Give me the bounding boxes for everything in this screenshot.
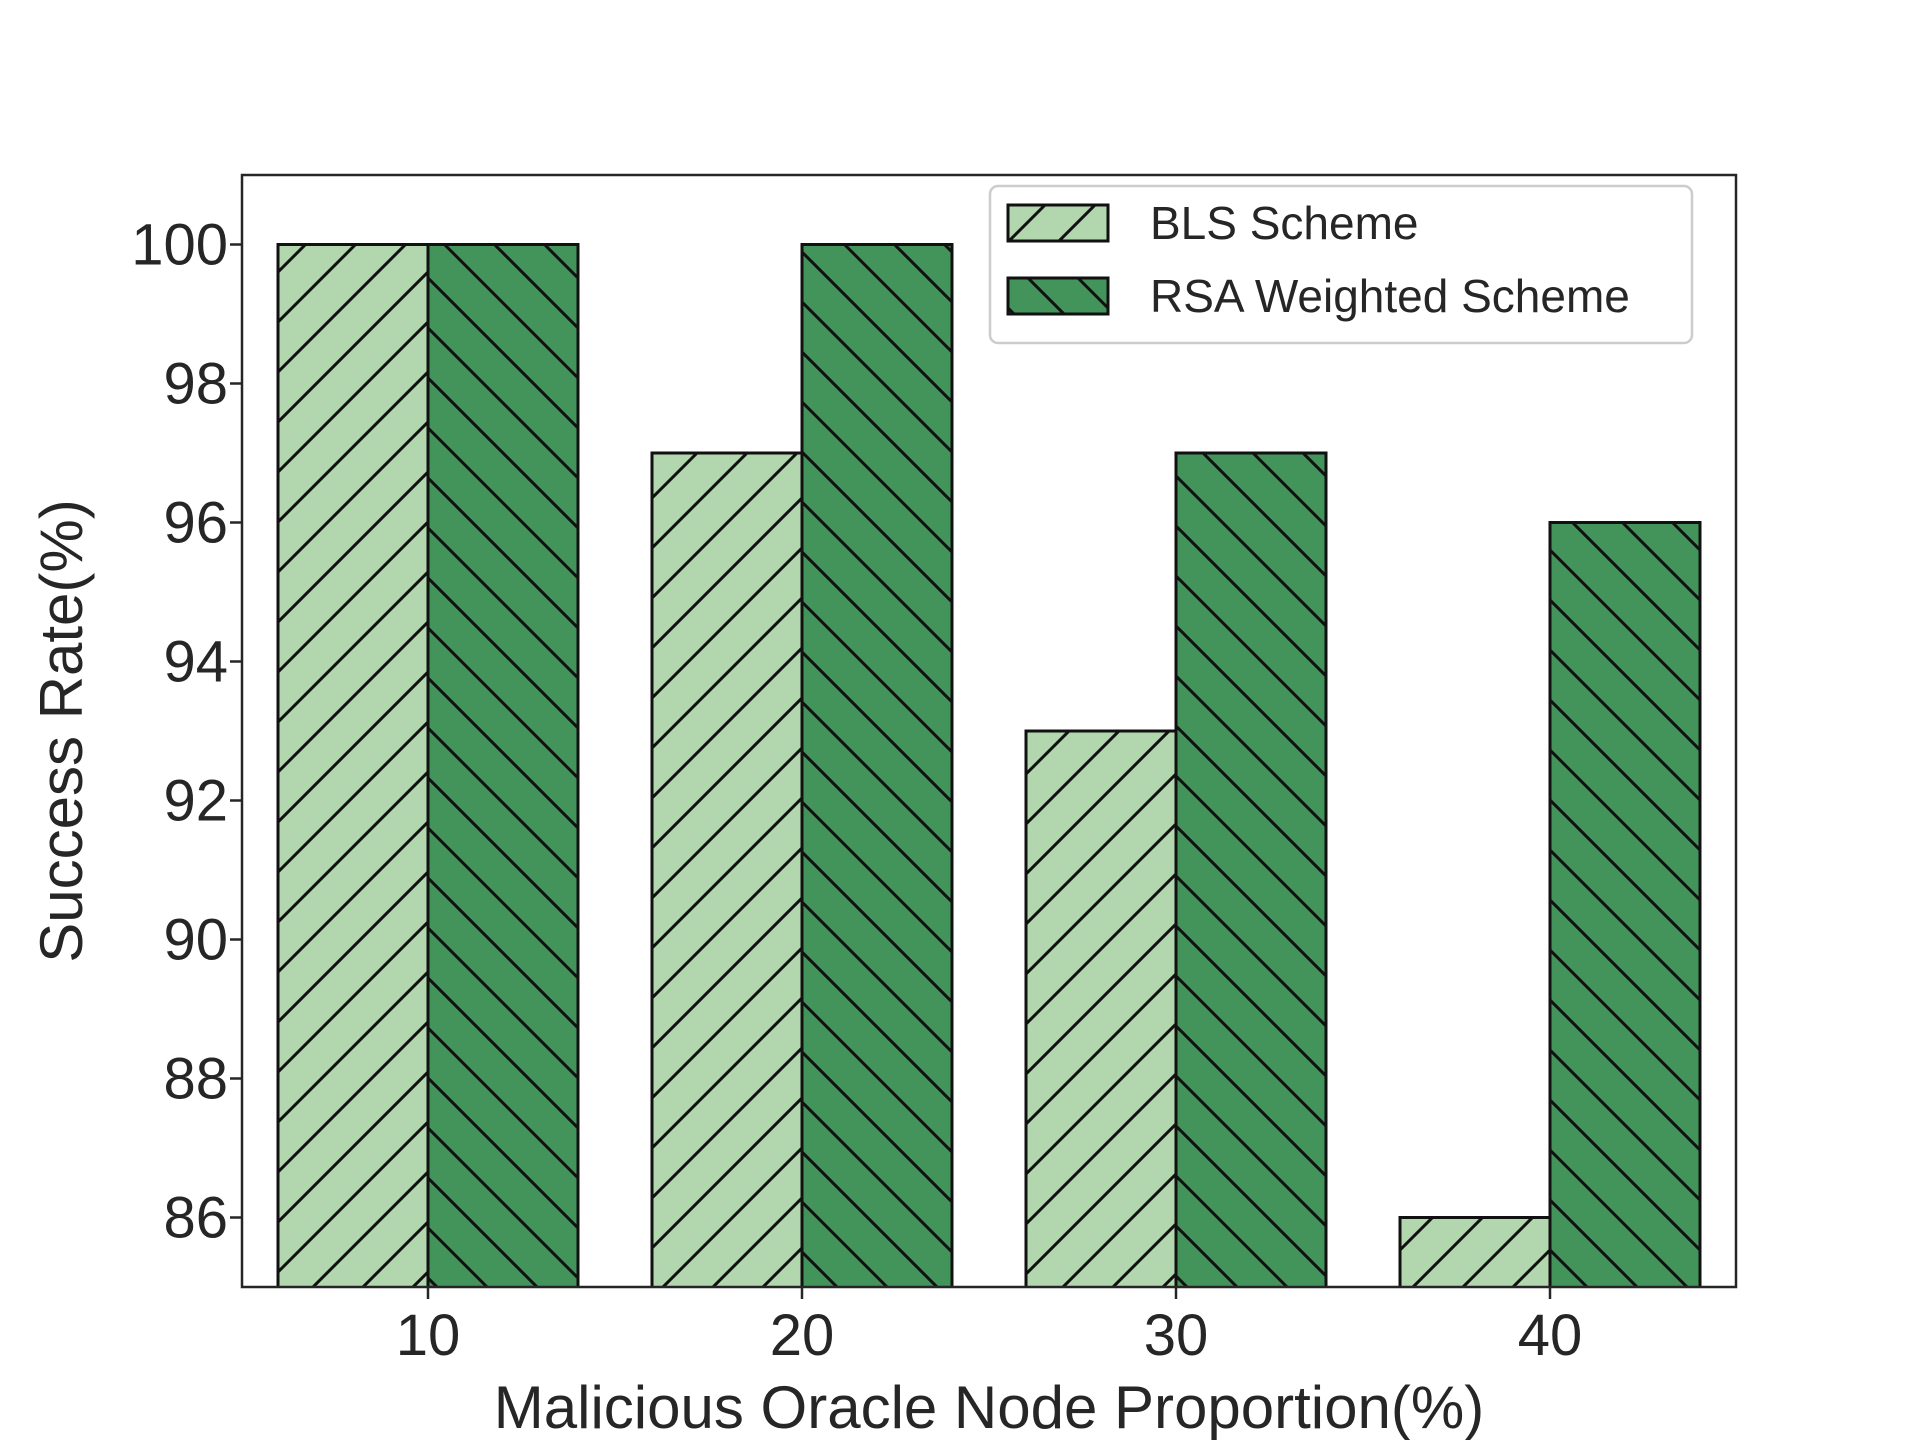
bar-rsa-weighted-scheme-20 [800,243,954,1287]
y-tick-label-90: 90 [163,908,228,973]
x-tick-label-10: 10 [396,1303,461,1368]
y-tick-label-88: 88 [163,1047,228,1112]
x-tick-label-30: 30 [1144,1303,1209,1368]
y-tick-label-96: 96 [163,491,228,556]
bar-bls-scheme-40 [1398,1216,1552,1287]
bar-bls-scheme-30 [1024,729,1178,1287]
bar-rsa-weighted-scheme-10 [426,243,580,1287]
bar-rsa-weighted-scheme-30 [1174,451,1328,1287]
y-tick-label-94: 94 [163,630,228,695]
x-axis-label: Malicious Oracle Node Proportion(%) [494,1374,1484,1440]
legend-label-rsa-weighted-scheme: RSA Weighted Scheme [1150,270,1630,322]
legend-swatch-bls-scheme [1006,203,1110,243]
bars-layer [276,243,1702,1287]
legend-swatch-rsa-weighted-scheme [1006,276,1110,316]
y-tick-label-100: 100 [131,213,228,278]
y-axis-label: Success Rate(%) [28,499,95,962]
legend: BLS Scheme RSA Weighted Scheme [988,184,1694,345]
y-axis: 86 88 90 92 94 96 98 100 [131,213,242,1251]
plot-frame [240,173,1738,1289]
legend-label-bls-scheme: BLS Scheme [1150,197,1418,249]
legend-box [988,184,1694,345]
y-tick-label-86: 86 [163,1186,228,1251]
y-tick-label-92: 92 [163,769,228,834]
x-axis: 10 20 30 40 [396,1287,1583,1368]
x-tick-label-40: 40 [1518,1303,1583,1368]
bar-bls-scheme-10 [276,243,430,1287]
x-tick-label-20: 20 [770,1303,835,1368]
y-tick-label-98: 98 [163,352,228,417]
bar-rsa-weighted-scheme-40 [1548,521,1702,1287]
bar-bls-scheme-20 [650,451,804,1287]
